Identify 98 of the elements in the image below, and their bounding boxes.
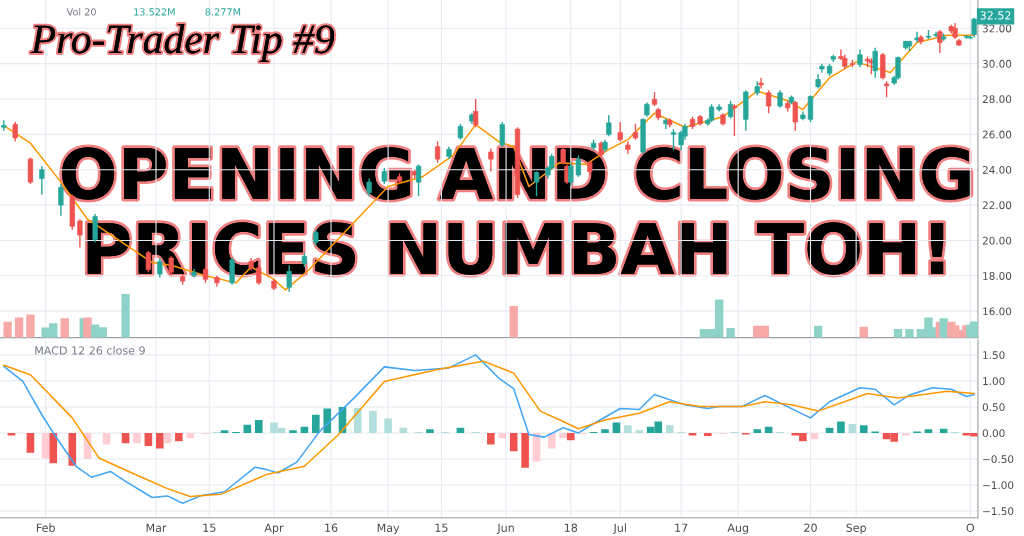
x-tick-label: Sep (846, 523, 867, 535)
annotation: 13.522M (134, 8, 175, 16)
bar (144, 432, 153, 446)
annotation: 32.52 (980, 11, 1011, 20)
x-tick-label: 17 (675, 523, 688, 532)
x-tick-label: Mar (146, 523, 167, 532)
text: Pro-Trader Tip #9 (30, 24, 335, 62)
y-tick-label: 32.00 (982, 24, 1012, 33)
bar (509, 306, 518, 338)
bar (665, 425, 674, 433)
bar (559, 432, 567, 439)
bar (487, 432, 495, 445)
bar (289, 430, 297, 433)
y-tick-label: 16.00 (983, 307, 1012, 316)
bar (254, 419, 263, 433)
annotation: Vol 20 (66, 8, 96, 16)
bar (601, 429, 609, 433)
bar (703, 432, 712, 437)
bar (624, 425, 632, 433)
x-tick-label: 16 (325, 523, 338, 532)
y-tick-label: 18.00 (983, 272, 1012, 280)
x-tick-label: Feb (36, 523, 55, 532)
bar (68, 432, 77, 466)
bar (323, 408, 332, 433)
candlestick (499, 121, 505, 148)
x-tick-label: 20 (804, 523, 817, 532)
y-tick-label: −0.50 (983, 455, 1014, 464)
bar (905, 328, 914, 338)
x-tick-label: Apr (264, 523, 284, 535)
bar (498, 432, 507, 439)
bar (133, 432, 141, 444)
candlestick (39, 165, 45, 196)
x-tick-label: May (377, 523, 400, 535)
bar (688, 432, 697, 436)
bar (186, 432, 195, 439)
annotation: 8.277M (205, 8, 241, 16)
x-tick-label: O (966, 523, 975, 532)
x-tick-label: Jul (612, 523, 626, 534)
y-tick-label: 26.00 (982, 130, 1012, 139)
bar (901, 432, 910, 436)
bar (26, 314, 35, 338)
annotation: MACD 12 26 close 9 (35, 346, 145, 355)
candlestick (731, 103, 738, 137)
candlestick (27, 156, 34, 185)
y-tick-label: 30.00 (982, 59, 1012, 68)
x-tick-label: 15 (435, 523, 448, 532)
bar (3, 321, 12, 338)
bar (60, 318, 69, 338)
bar (41, 432, 50, 459)
bar (14, 317, 24, 338)
bar (83, 317, 92, 338)
y-tick-label: −1.50 (983, 507, 1014, 516)
bar (939, 318, 948, 338)
bar (924, 429, 933, 433)
x-tick-label: 18 (564, 523, 578, 532)
bar (426, 429, 434, 433)
bar (547, 432, 556, 449)
y-tick-label: 28.00 (982, 95, 1012, 104)
bar (175, 432, 183, 442)
bar (220, 430, 229, 433)
bar (156, 432, 164, 449)
bar (635, 430, 644, 433)
y-tick-label: 0.00 (982, 429, 1005, 438)
bar (312, 414, 320, 433)
candlestick (12, 121, 18, 143)
candlestick (77, 218, 83, 249)
candlestick (606, 114, 612, 137)
y-tick-label: 20.00 (982, 236, 1012, 245)
bar (121, 293, 130, 338)
x-tick-label: 15 (203, 523, 216, 532)
bar (509, 432, 518, 452)
x-tick-label: Aug (727, 523, 749, 535)
bar (369, 411, 377, 433)
candlestick (807, 94, 814, 123)
y-tick-label: 0.50 (982, 403, 1005, 412)
bar (810, 432, 819, 440)
candlestick (880, 52, 886, 81)
candlestick (617, 121, 623, 143)
bar (49, 432, 58, 464)
bar (837, 421, 845, 433)
bar (859, 425, 868, 433)
x-tick-label: Jun (496, 523, 514, 534)
y-tick-label: 22.00 (982, 201, 1012, 210)
y-tick-label: 1.50 (983, 351, 1005, 360)
candlestick (58, 183, 64, 217)
bar (726, 328, 735, 338)
candlestick (434, 140, 441, 164)
y-tick-label: −1.00 (983, 481, 1014, 490)
y-tick-label: 24.00 (982, 165, 1012, 174)
candlestick (766, 89, 772, 114)
bar (521, 432, 529, 468)
bar (848, 424, 857, 433)
bar (26, 432, 35, 453)
bar (566, 432, 575, 441)
bar (384, 418, 392, 433)
bar (7, 432, 16, 436)
y-tick-label: 1.00 (983, 377, 1005, 386)
bar (753, 429, 762, 433)
